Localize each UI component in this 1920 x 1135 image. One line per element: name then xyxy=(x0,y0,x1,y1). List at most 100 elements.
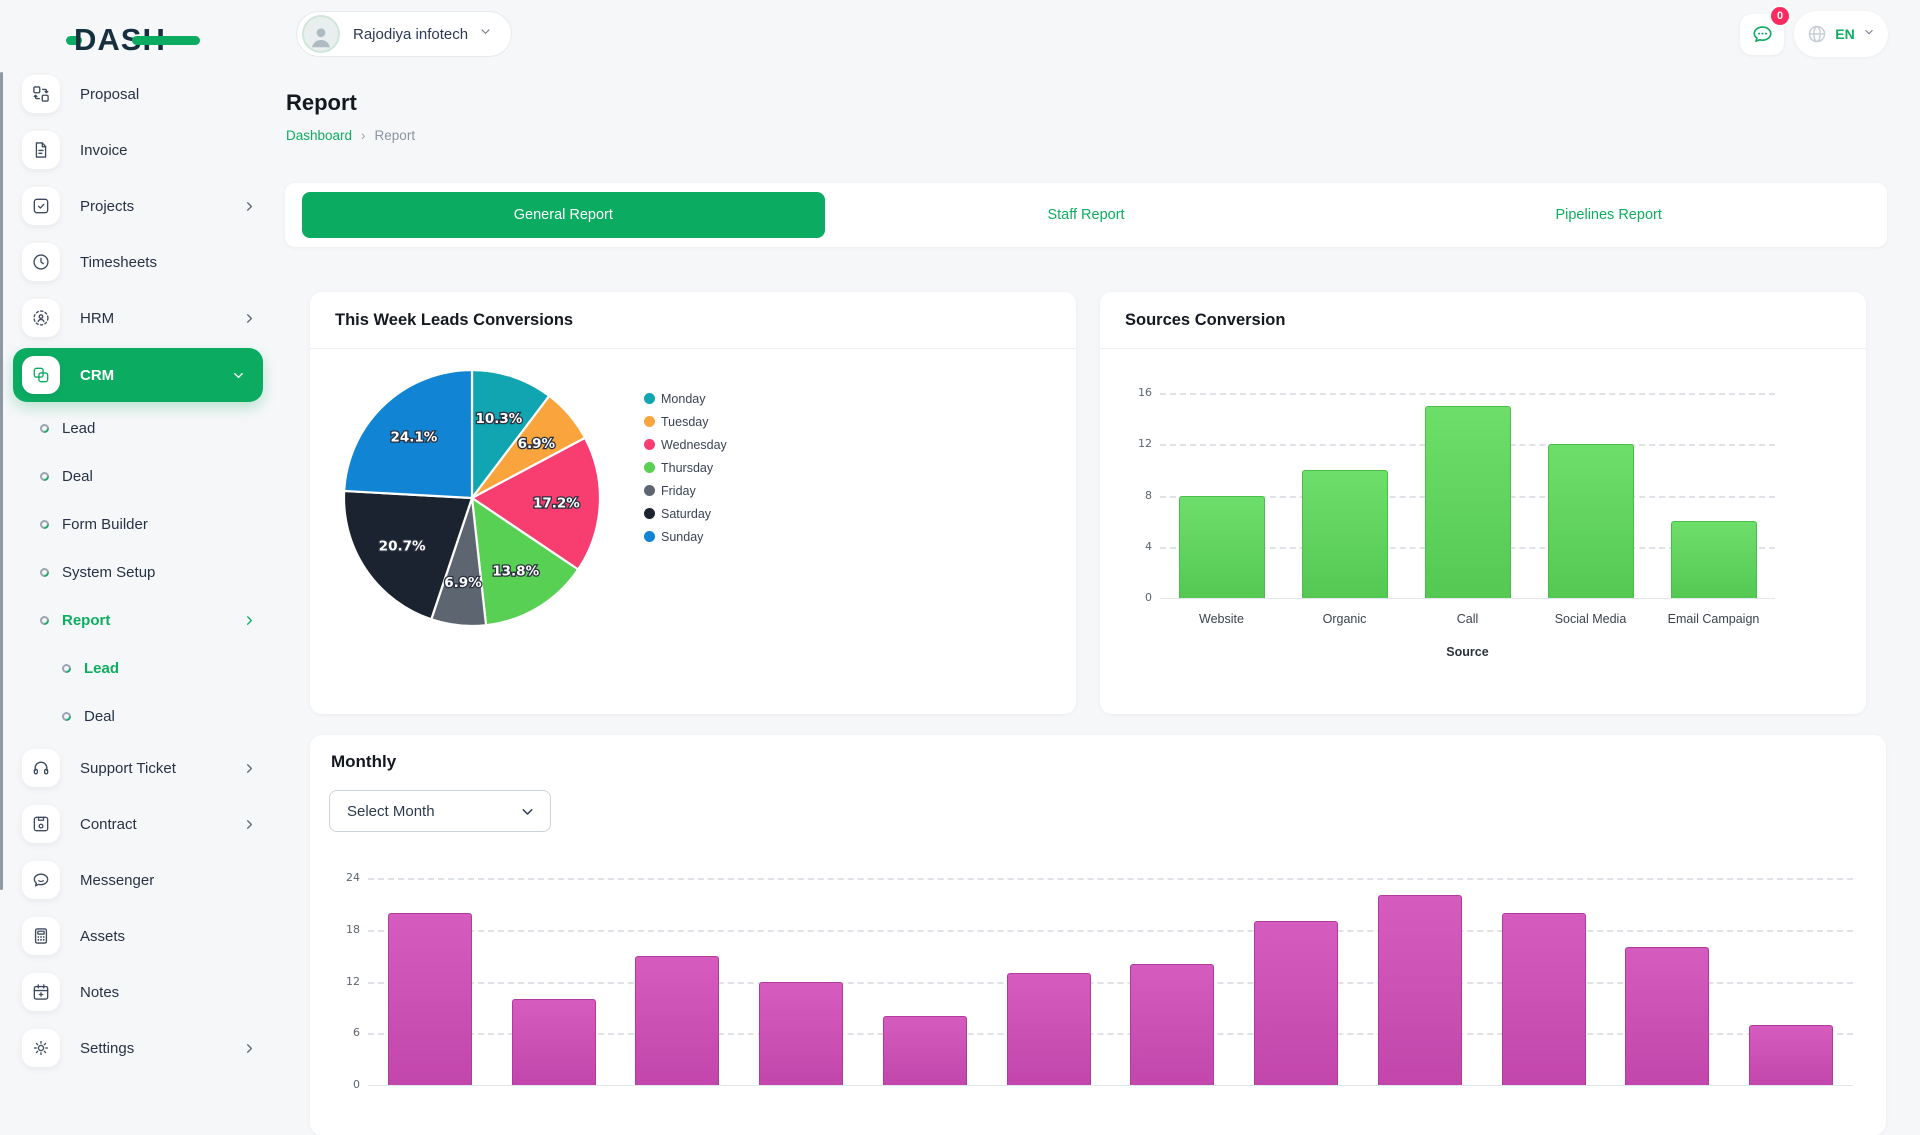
sidebar-menu: Proposal Invoice Projects Timesheets HRM CRM L… xyxy=(0,66,283,1076)
sidebar-item-messenger[interactable]: Messenger xyxy=(0,852,283,908)
chart-gridline xyxy=(368,929,1853,932)
legend-item-sunday[interactable]: Sunday xyxy=(644,525,727,548)
language-selector[interactable]: EN xyxy=(1794,11,1888,57)
breadcrumb: Dashboard › Report xyxy=(286,128,415,143)
sidebar-scrollbar[interactable] xyxy=(0,72,3,890)
company-selector[interactable]: Rajodiya infotech xyxy=(296,11,513,57)
logo-dash-accent-right xyxy=(131,35,200,45)
pie-slice-value-label: 20.7% xyxy=(379,538,426,554)
crm-icon xyxy=(22,356,60,394)
bar-month-4[interactable] xyxy=(759,981,844,1085)
y-axis-tick-label: 0 xyxy=(1145,591,1152,604)
assets-icon xyxy=(22,917,60,955)
month-select[interactable]: Select Month xyxy=(329,790,551,832)
sidebar-item-report[interactable]: Report xyxy=(0,596,283,644)
sidebar-item-projects[interactable]: Projects xyxy=(0,178,283,234)
sidebar-item-hrm[interactable]: HRM xyxy=(0,290,283,346)
bar-month-2[interactable] xyxy=(511,998,596,1086)
app-logo[interactable]: DASH xyxy=(66,22,200,58)
bar-social-media[interactable] xyxy=(1547,444,1634,599)
pie-slice-monday[interactable] xyxy=(470,368,551,502)
legend-item-thursday[interactable]: Thursday xyxy=(644,456,727,479)
sidebar-item-deal[interactable]: Deal xyxy=(0,452,283,500)
sidebar-item-label: Settings xyxy=(80,1039,135,1057)
y-axis-tick-label: 12 xyxy=(1138,437,1152,451)
sidebar-item-lead[interactable]: Lead xyxy=(0,404,283,452)
sidebar-item-label: Form Builder xyxy=(62,515,148,533)
bar-month-1[interactable] xyxy=(387,912,472,1085)
report-tabs: General Report Staff Report Pipelines Repo… xyxy=(285,183,1887,247)
bar-month-9[interactable] xyxy=(1377,895,1462,1086)
legend-item-friday[interactable]: Friday xyxy=(644,479,727,502)
dot-icon xyxy=(38,565,51,579)
sidebar-item-invoice[interactable]: Invoice xyxy=(0,122,283,178)
tab-general-report[interactable]: General Report xyxy=(302,192,825,238)
chart-gridline xyxy=(1160,393,1775,395)
breadcrumb-dashboard-link[interactable]: Dashboard xyxy=(286,128,353,143)
sidebar-item-proposal[interactable]: Proposal xyxy=(0,66,283,122)
tab-pipelines-report[interactable]: Pipelines Report xyxy=(1555,207,1662,223)
legend-item-saturday[interactable]: Saturday xyxy=(644,502,727,525)
bar-month-6[interactable] xyxy=(1006,972,1091,1085)
legend-dot xyxy=(644,508,655,519)
hrm-icon xyxy=(22,299,60,337)
pie-slice-saturday[interactable] xyxy=(342,489,474,621)
chart-gridline xyxy=(368,878,1853,880)
company-name: Rajodiya infotech xyxy=(353,25,469,43)
sidebar-item-label: Projects xyxy=(80,197,135,215)
chart-gridline xyxy=(368,1033,1853,1036)
pie-slice-value-label: 6.9% xyxy=(444,575,482,591)
bar-email-campaign[interactable] xyxy=(1670,521,1757,598)
sidebar-item-deal-sub[interactable]: Deal xyxy=(0,692,283,740)
dot-icon xyxy=(38,613,51,627)
timesheets-icon xyxy=(22,243,60,281)
projects-icon xyxy=(22,187,60,225)
legend-item-monday[interactable]: Monday xyxy=(644,387,727,410)
sidebar-item-support-ticket[interactable]: Support Ticket xyxy=(0,740,283,796)
y-axis-tick-label: 16 xyxy=(1138,386,1152,399)
bar-month-3[interactable] xyxy=(635,955,720,1085)
y-axis-tick-label: 12 xyxy=(346,974,360,988)
bar-month-5[interactable] xyxy=(882,1016,967,1085)
page-title: Report xyxy=(286,90,357,115)
legend-item-wednesday[interactable]: Wednesday xyxy=(644,433,727,456)
pie-slice-value-label: 13.8% xyxy=(492,563,539,579)
sidebar-item-contract[interactable]: Contract xyxy=(0,796,283,852)
sidebar-item-label: Timesheets xyxy=(80,253,157,271)
bar-month-12[interactable] xyxy=(1749,1024,1834,1085)
sidebar-item-settings[interactable]: Settings xyxy=(0,1020,283,1076)
bar-card-title: Sources Conversion xyxy=(1100,292,1866,349)
pie-slice-thursday[interactable] xyxy=(470,495,580,627)
bar-month-11[interactable] xyxy=(1625,947,1710,1085)
legend-dot xyxy=(644,393,655,404)
chart-gridline xyxy=(368,1085,1853,1086)
bar-month-10[interactable] xyxy=(1501,912,1586,1085)
tab-staff-report[interactable]: Staff Report xyxy=(1047,207,1125,223)
sidebar-item-form-builder[interactable]: Form Builder xyxy=(0,500,283,548)
pie-slice-wednesday[interactable] xyxy=(469,436,602,572)
sidebar-item-crm[interactable]: CRM xyxy=(13,348,263,402)
bar-month-7[interactable] xyxy=(1130,964,1215,1086)
pie-slice-sunday[interactable] xyxy=(343,368,474,500)
dot-icon xyxy=(60,661,73,675)
settings-icon xyxy=(22,1029,60,1067)
x-axis-category-label: Website xyxy=(1199,612,1244,626)
bar-organic[interactable] xyxy=(1301,469,1388,598)
sidebar-item-notes[interactable]: Notes xyxy=(0,964,283,1020)
proposal-icon xyxy=(22,75,60,113)
sidebar-item-timesheets[interactable]: Timesheets xyxy=(0,234,283,290)
sidebar-item-label: CRM xyxy=(80,366,115,384)
sidebar-item-system-setup[interactable]: System Setup xyxy=(0,548,283,596)
sidebar-item-label: Report xyxy=(62,611,111,629)
bar-call[interactable] xyxy=(1424,405,1511,598)
language-label: EN xyxy=(1835,26,1855,42)
globe-icon xyxy=(1809,25,1826,43)
bar-month-8[interactable] xyxy=(1254,921,1339,1085)
legend-item-tuesday[interactable]: Tuesday xyxy=(644,410,727,433)
y-axis-tick-label: 24 xyxy=(346,871,360,884)
sidebar-item-lead-sub[interactable]: Lead xyxy=(0,644,283,692)
chevron-down-icon xyxy=(1862,25,1876,44)
invoice-icon xyxy=(22,131,60,169)
bar-website[interactable] xyxy=(1178,495,1265,598)
sidebar-item-assets[interactable]: Assets xyxy=(0,908,283,964)
